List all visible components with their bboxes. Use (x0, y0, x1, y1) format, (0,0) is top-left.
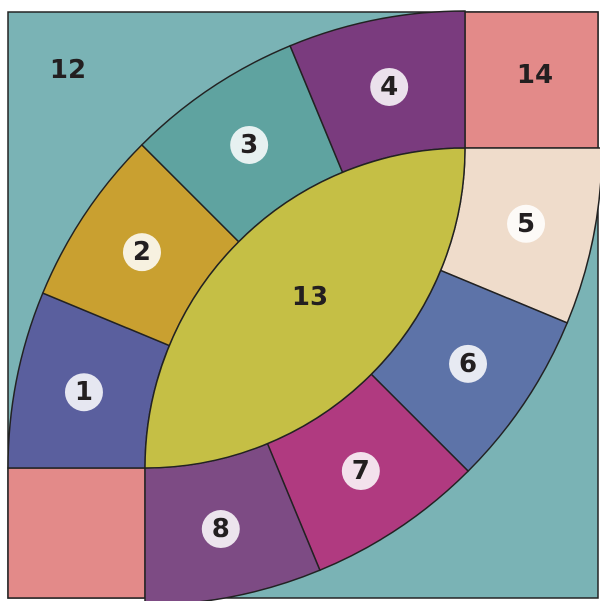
piece-label: 12 (50, 55, 86, 85)
label-badge (507, 204, 546, 243)
label-badge (201, 510, 240, 549)
piece-label: 13 (292, 282, 328, 312)
label-badge (341, 452, 380, 491)
label-badge (370, 67, 409, 106)
piece-label: 8 (212, 514, 230, 544)
piece-label: 2 (133, 237, 151, 267)
piece-label: 3 (240, 130, 258, 160)
piece-label: 5 (517, 209, 535, 239)
piece-label: 14 (517, 60, 553, 90)
label-badge (449, 344, 488, 383)
label-badge (230, 125, 269, 164)
piece-label: 4 (380, 72, 398, 102)
center-lens (144, 147, 466, 469)
piece-label: 1 (75, 377, 93, 407)
label-badge (64, 373, 103, 412)
label-badge (122, 233, 161, 272)
corner-square (7, 467, 146, 599)
piece-label: 6 (459, 349, 477, 379)
piece-label: 7 (352, 456, 370, 486)
corner-square (464, 11, 599, 149)
